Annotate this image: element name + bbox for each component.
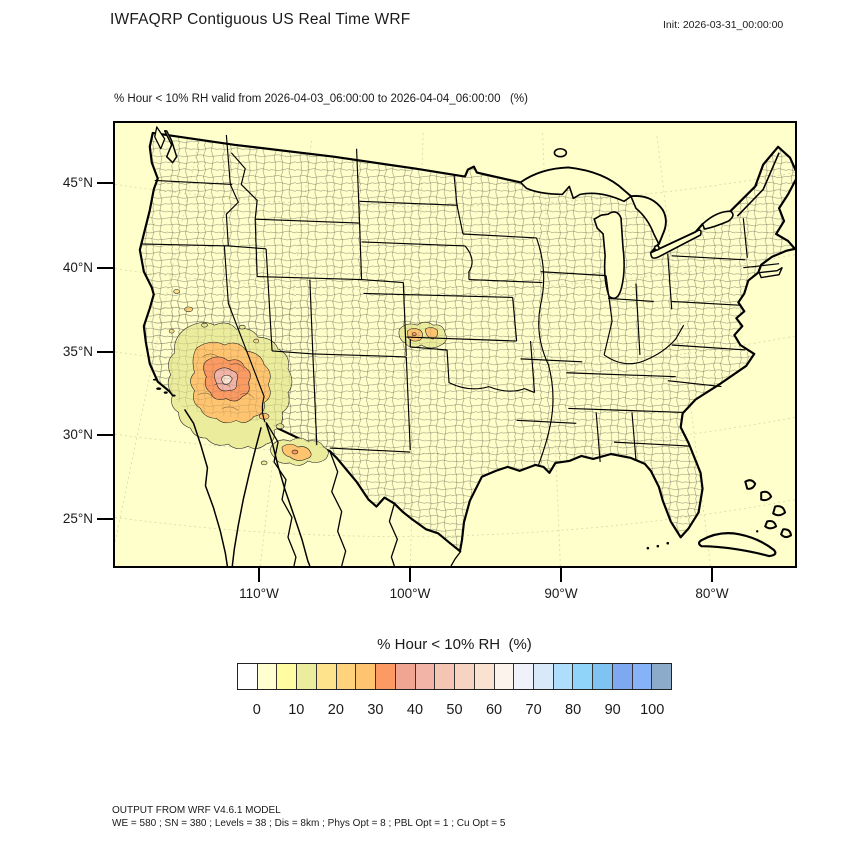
colorbar-tick-label: 70 — [525, 702, 542, 718]
conus-map-svg — [115, 126, 795, 566]
colorbar-cell — [473, 664, 494, 689]
colorbar-tick-label: 100 — [640, 702, 665, 718]
colorbar-cell — [533, 664, 553, 689]
page-title: IWFAQRP Contiguous US Real Time WRF — [110, 11, 411, 28]
colorbar-tick-label: 50 — [446, 702, 463, 718]
y-tick-40n — [97, 267, 113, 269]
y-tick-35n — [97, 351, 113, 353]
colorbar-cell — [296, 664, 316, 689]
y-axis-label-35n: 35°N — [62, 344, 93, 359]
x-tick-90w — [560, 568, 562, 582]
colorbar-cell — [238, 664, 257, 689]
colorbar-tick-label: 60 — [485, 702, 503, 718]
x-tick-100w — [409, 568, 411, 582]
state-boundaries — [140, 134, 780, 466]
conus-map — [113, 121, 797, 568]
x-axis-label-110w: 110°W — [239, 586, 279, 601]
colorbar-tick-label: 10 — [288, 702, 305, 718]
colorbar-cell — [493, 664, 514, 689]
colorbar-cell — [375, 664, 395, 689]
x-tick-80w — [711, 568, 713, 582]
colorbar-cell — [592, 664, 612, 689]
y-tick-45n — [97, 182, 113, 184]
y-axis-label-45n: 45°N — [62, 175, 93, 190]
y-tick-30n — [97, 434, 113, 436]
colorbar-cell — [454, 664, 474, 689]
colorbar — [237, 663, 672, 690]
small-islands — [152, 378, 759, 550]
x-tick-110w — [258, 568, 260, 582]
colorbar-tick-labels: 0 10 20 30 40 50 60 70 80 90 100 — [0, 702, 850, 722]
x-axis-label-90w: 90°W — [544, 586, 578, 601]
colorbar-tick-label: 20 — [327, 702, 344, 718]
colorbar-cell — [256, 664, 277, 689]
colorbar-cell — [572, 664, 593, 689]
colorbar-cell — [513, 664, 534, 689]
footer-model-info: OUTPUT FROM WRF V4.6.1 MODEL — [112, 805, 281, 816]
y-axis-label-40n: 40°N — [62, 260, 93, 275]
colorbar-cell — [394, 664, 415, 689]
colorbar-cell — [552, 664, 573, 689]
non-us-coastlines — [154, 126, 793, 566]
init-timestamp: Init: 2026-03-31_00:00:00 — [663, 19, 784, 31]
colorbar-cell — [631, 664, 652, 689]
colorbar-cell — [414, 664, 435, 689]
colorbar-cell — [651, 664, 672, 689]
footer-config-info: WE = 580 ; SN = 380 ; Levels = 38 ; Dis … — [112, 818, 506, 829]
colorbar-tick-label: 40 — [406, 702, 424, 718]
colorbar-cell — [315, 664, 336, 689]
great-lakes — [519, 147, 734, 300]
map-valid-time-subtitle: % Hour < 10% RH valid from 2026-04-03_06… — [114, 93, 528, 105]
y-tick-25n — [97, 518, 113, 520]
colorbar-tick-label: 30 — [367, 702, 384, 718]
y-axis-label-30n: 30°N — [62, 427, 93, 442]
y-axis-label-25n: 25°N — [62, 511, 93, 526]
colorbar-cell — [276, 664, 297, 689]
colorbar-tick-label: 80 — [565, 702, 582, 718]
colorbar-tick-label: 90 — [604, 702, 621, 718]
colorbar-cell — [434, 664, 455, 689]
colorbar-title: % Hour < 10% RH (%) — [377, 636, 532, 653]
colorbar-cell — [611, 664, 632, 689]
x-axis-label-80w: 80°W — [695, 586, 729, 601]
colorbar-tick-label: 0 — [252, 702, 261, 718]
x-axis-label-100w: 100°W — [389, 586, 431, 601]
colorbar-cell — [355, 664, 376, 689]
colorbar-cell — [335, 664, 356, 689]
